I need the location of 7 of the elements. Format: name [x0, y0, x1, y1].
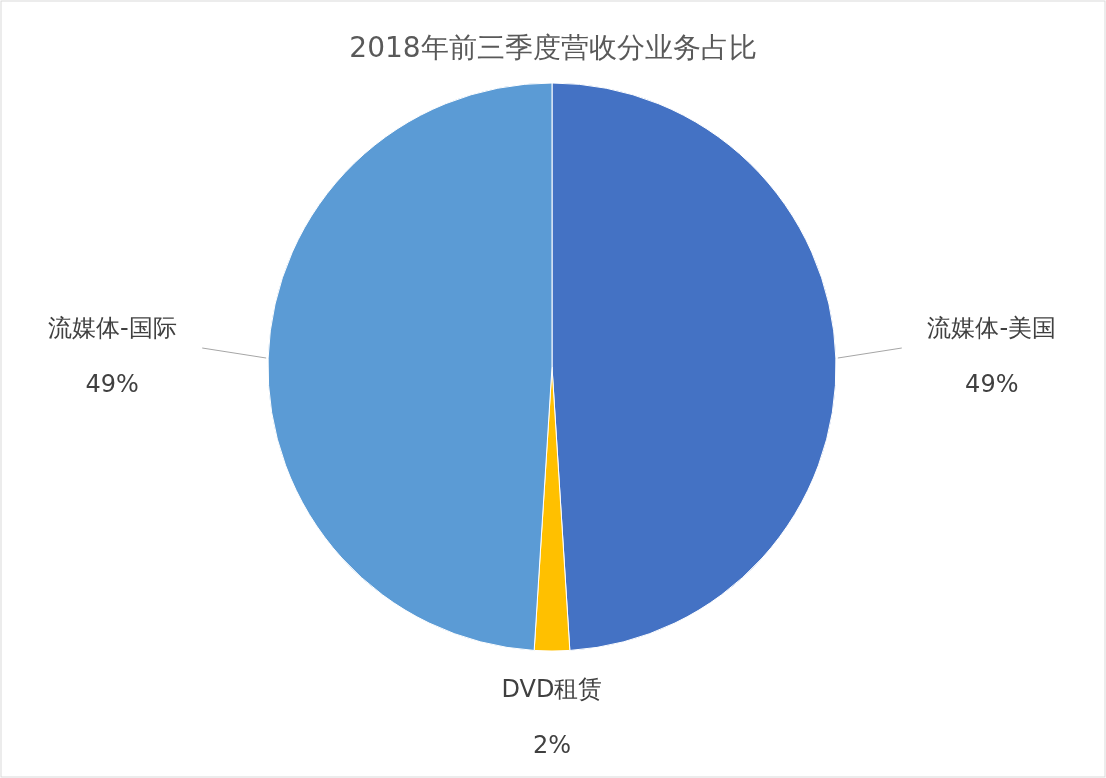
data-label: 49% [965, 370, 1019, 399]
slice-label: DVD租赁 [501, 675, 603, 703]
chart-title: 2018年前三季度营收分业务占比 [349, 31, 757, 64]
slice-label: 流媒体-美国 [927, 314, 1057, 343]
data-label: 49% [85, 370, 139, 399]
slice-label: 流媒体-国际 [47, 314, 177, 343]
data-label: 2% [532, 731, 572, 759]
